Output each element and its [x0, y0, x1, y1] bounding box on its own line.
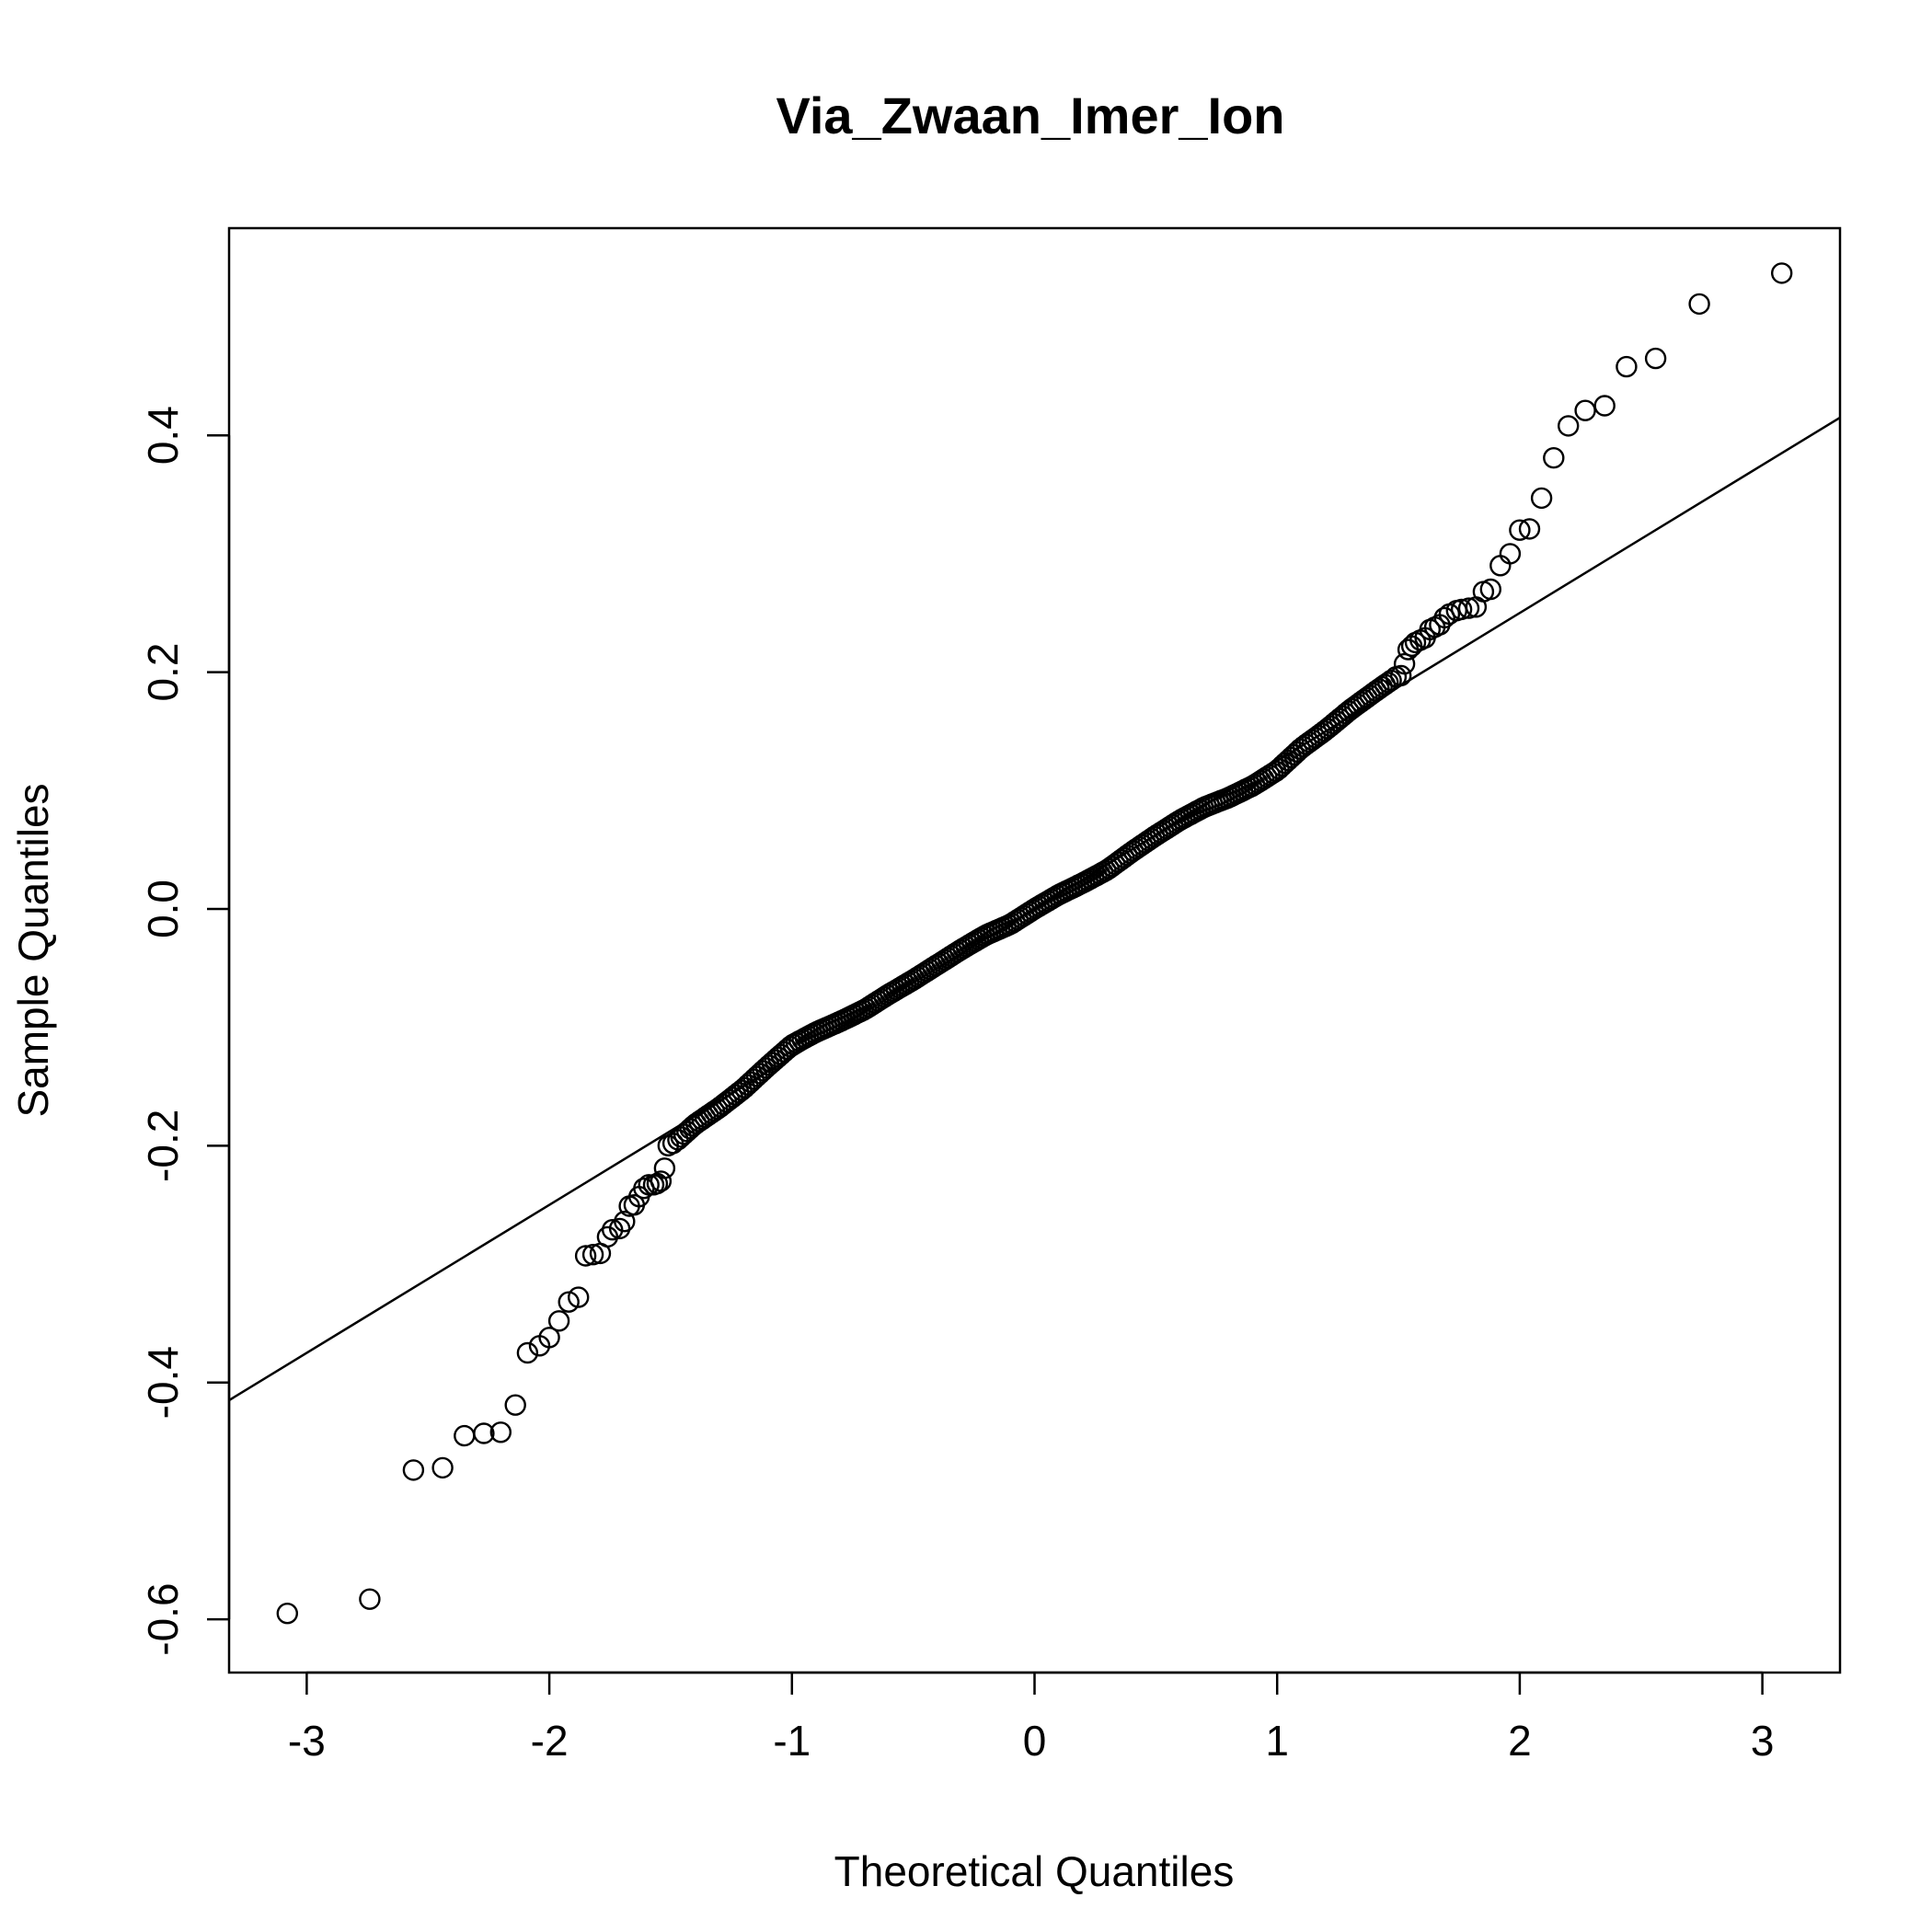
- data-point: [1450, 598, 1473, 621]
- data-point: [1530, 487, 1553, 510]
- data-point: [547, 1310, 570, 1332]
- data-point: [558, 1291, 580, 1313]
- x-tick-label: -2: [531, 1717, 569, 1765]
- data-point: [276, 1602, 298, 1625]
- data-point: [1557, 415, 1580, 437]
- data-point: [516, 1341, 539, 1364]
- data-point: [1457, 597, 1480, 619]
- y-tick-label: 0.0: [139, 880, 187, 938]
- data-point: [1644, 347, 1667, 370]
- data-point: [1433, 606, 1455, 629]
- x-tick-label: 1: [1265, 1717, 1289, 1765]
- data-point: [638, 1174, 660, 1196]
- x-tick-label: 3: [1751, 1717, 1775, 1765]
- data-point: [574, 1245, 597, 1267]
- y-tick-label: 0.2: [139, 643, 187, 702]
- data-point: [1518, 518, 1541, 540]
- data-point: [1380, 669, 1402, 692]
- x-tick-label: 0: [1023, 1717, 1047, 1765]
- y-tick-label: -0.6: [139, 1582, 187, 1655]
- data-point: [1479, 578, 1502, 601]
- x-tick-label: 2: [1508, 1717, 1532, 1765]
- x-tick-label: -3: [288, 1717, 326, 1765]
- data-point: [1574, 399, 1596, 421]
- chart-title: Via_Zwaan_Imer_Ion: [776, 86, 1285, 144]
- data-point: [504, 1394, 526, 1416]
- data-point: [1509, 519, 1531, 541]
- data-points: [276, 262, 1793, 1625]
- data-point: [1377, 672, 1399, 694]
- data-point: [1543, 447, 1565, 469]
- data-point: [1593, 395, 1616, 417]
- data-point: [538, 1327, 560, 1349]
- data-point: [1688, 293, 1710, 316]
- x-tick-label: -1: [773, 1717, 811, 1765]
- y-tick-label: 0.4: [139, 406, 187, 465]
- data-point: [473, 1422, 495, 1444]
- y-axis-label: Sample Quantiles: [9, 783, 57, 1117]
- y-tick-label: -0.4: [139, 1346, 187, 1419]
- data-point: [1770, 262, 1793, 284]
- data-point: [614, 1210, 636, 1233]
- data-point: [1389, 664, 1412, 687]
- data-point: [431, 1456, 454, 1479]
- y-axis: -0.6 -0.4 -0.2 0.0 0.2 0.4: [139, 406, 231, 1656]
- data-point: [1393, 652, 1416, 675]
- data-point: [1616, 355, 1638, 378]
- data-point: [1374, 673, 1397, 696]
- y-tick-label: -0.2: [139, 1110, 187, 1182]
- data-point: [1499, 543, 1522, 565]
- data-point: [653, 1157, 676, 1179]
- data-point: [359, 1588, 381, 1610]
- data-point: [568, 1286, 590, 1308]
- x-axis: -3 -2 -1 0 1 2 3: [288, 1671, 1775, 1765]
- data-point: [402, 1459, 425, 1481]
- data-point: [581, 1243, 604, 1266]
- data-point: [650, 1170, 673, 1192]
- data-point: [489, 1421, 512, 1443]
- x-axis-label: Theoretical Quantiles: [834, 1847, 1235, 1895]
